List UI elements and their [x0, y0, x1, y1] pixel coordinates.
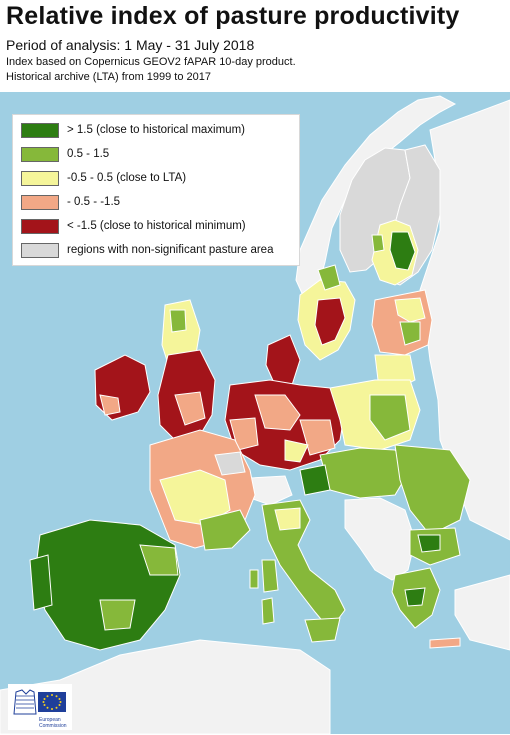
european-commission-logo: European Commission [8, 684, 72, 730]
svg-text:European: European [39, 717, 61, 723]
svg-text:Commission: Commission [39, 723, 67, 729]
legend-swatch [21, 218, 59, 234]
legend-label: -0.5 - 0.5 (close to LTA) [67, 172, 187, 184]
legend-label: regions with non-significant pasture are… [67, 244, 274, 256]
central-eastern-europe [299, 379, 471, 566]
legend-label: - 0.5 - -1.5 [67, 196, 121, 208]
map-canvas [0, 95, 510, 734]
legend-item: > 1.5 (close to historical maximum) [21, 121, 245, 139]
legend-label: > 1.5 (close to historical maximum) [67, 124, 245, 136]
scandinavia [297, 144, 441, 361]
non-eu-land [0, 95, 510, 734]
legend-swatch [21, 122, 59, 138]
baltic-states [371, 289, 433, 391]
legend-swatch [21, 146, 59, 162]
eu-flag-icon: European Commission [8, 684, 72, 730]
legend-item: -0.5 - 0.5 (close to LTA) [21, 169, 186, 187]
map-title: Relative index of pasture productivity [6, 2, 460, 30]
legend-item: regions with non-significant pasture are… [21, 241, 273, 259]
iberian-peninsula [29, 519, 181, 651]
header: Relative index of pasture productivity P… [0, 0, 510, 92]
legend-swatch [21, 242, 59, 258]
legend-item: < -1.5 (close to historical minimum) [21, 217, 246, 235]
legend-item: - 0.5 - -1.5 [21, 193, 120, 211]
mediterranean-islands [249, 569, 275, 625]
legend-label: 0.5 - 1.5 [67, 148, 110, 160]
period-of-analysis: Period of analysis: 1 May - 31 July 2018 [6, 37, 255, 53]
france [149, 429, 256, 551]
legend-swatch [21, 170, 59, 186]
legend-item: 0.5 - 1.5 [21, 145, 109, 163]
map-legend: > 1.5 (close to historical maximum) 0.5 … [12, 114, 300, 266]
british-isles [94, 299, 216, 441]
legend-label: < -1.5 (close to historical minimum) [67, 220, 246, 232]
western-central-europe [224, 334, 346, 471]
greece [391, 567, 461, 649]
italy [261, 499, 346, 643]
legend-swatch [21, 194, 59, 210]
index-note: Index based on Copernicus GEOV2 fAPAR 10… [6, 56, 296, 68]
archive-note: Historical archive (LTA) from 1999 to 20… [6, 71, 212, 83]
